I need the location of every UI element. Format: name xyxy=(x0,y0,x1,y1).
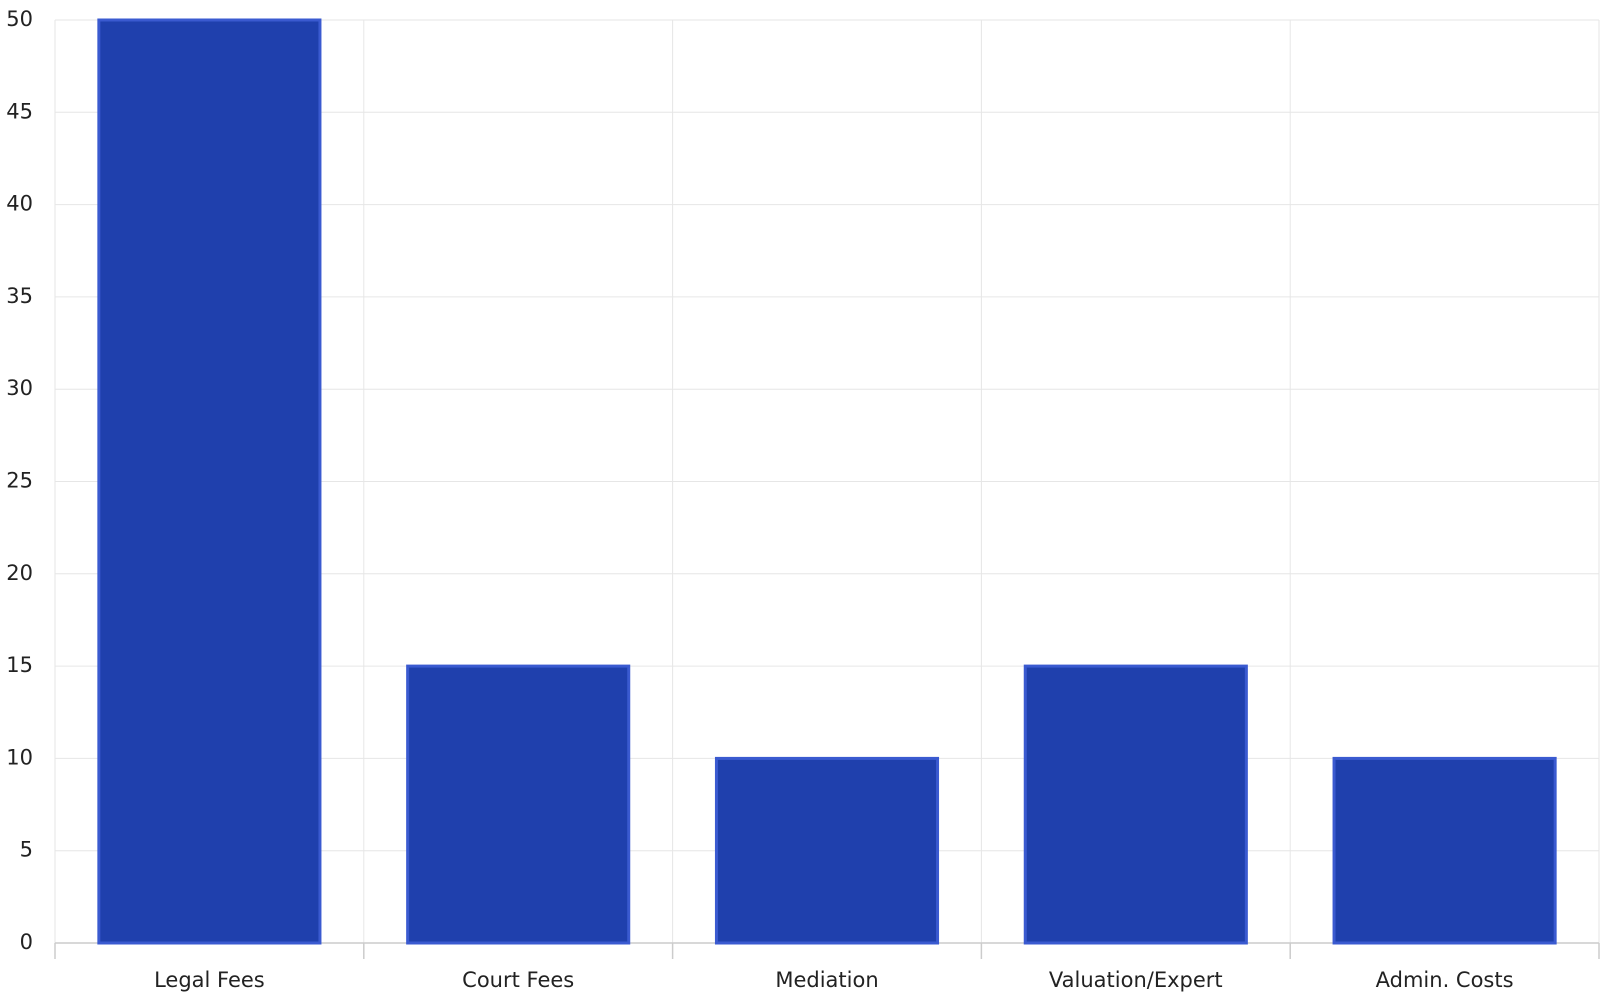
y-tick-label: 50 xyxy=(6,7,33,31)
bar xyxy=(1023,664,1248,945)
bar xyxy=(714,756,940,945)
x-tick-label: Admin. Costs xyxy=(1376,968,1514,992)
bar xyxy=(97,18,322,945)
y-tick-label: 45 xyxy=(6,99,33,123)
y-tick-label: 35 xyxy=(6,284,33,308)
x-tick-label: Court Fees xyxy=(462,968,574,992)
bar xyxy=(406,664,631,945)
y-tick-label: 0 xyxy=(20,930,33,954)
y-tick-label: 20 xyxy=(6,561,33,585)
bar xyxy=(1332,756,1557,945)
y-tick-label: 10 xyxy=(6,745,33,769)
x-tick-label: Valuation/Expert xyxy=(1049,968,1223,992)
x-tick-label: Mediation xyxy=(775,968,878,992)
y-tick-label: 15 xyxy=(6,653,33,677)
y-tick-label: 40 xyxy=(6,192,33,216)
y-tick-label: 25 xyxy=(6,469,33,493)
y-tick-label: 30 xyxy=(6,376,33,400)
x-tick-label: Legal Fees xyxy=(154,968,265,992)
y-tick-label: 5 xyxy=(20,838,33,862)
